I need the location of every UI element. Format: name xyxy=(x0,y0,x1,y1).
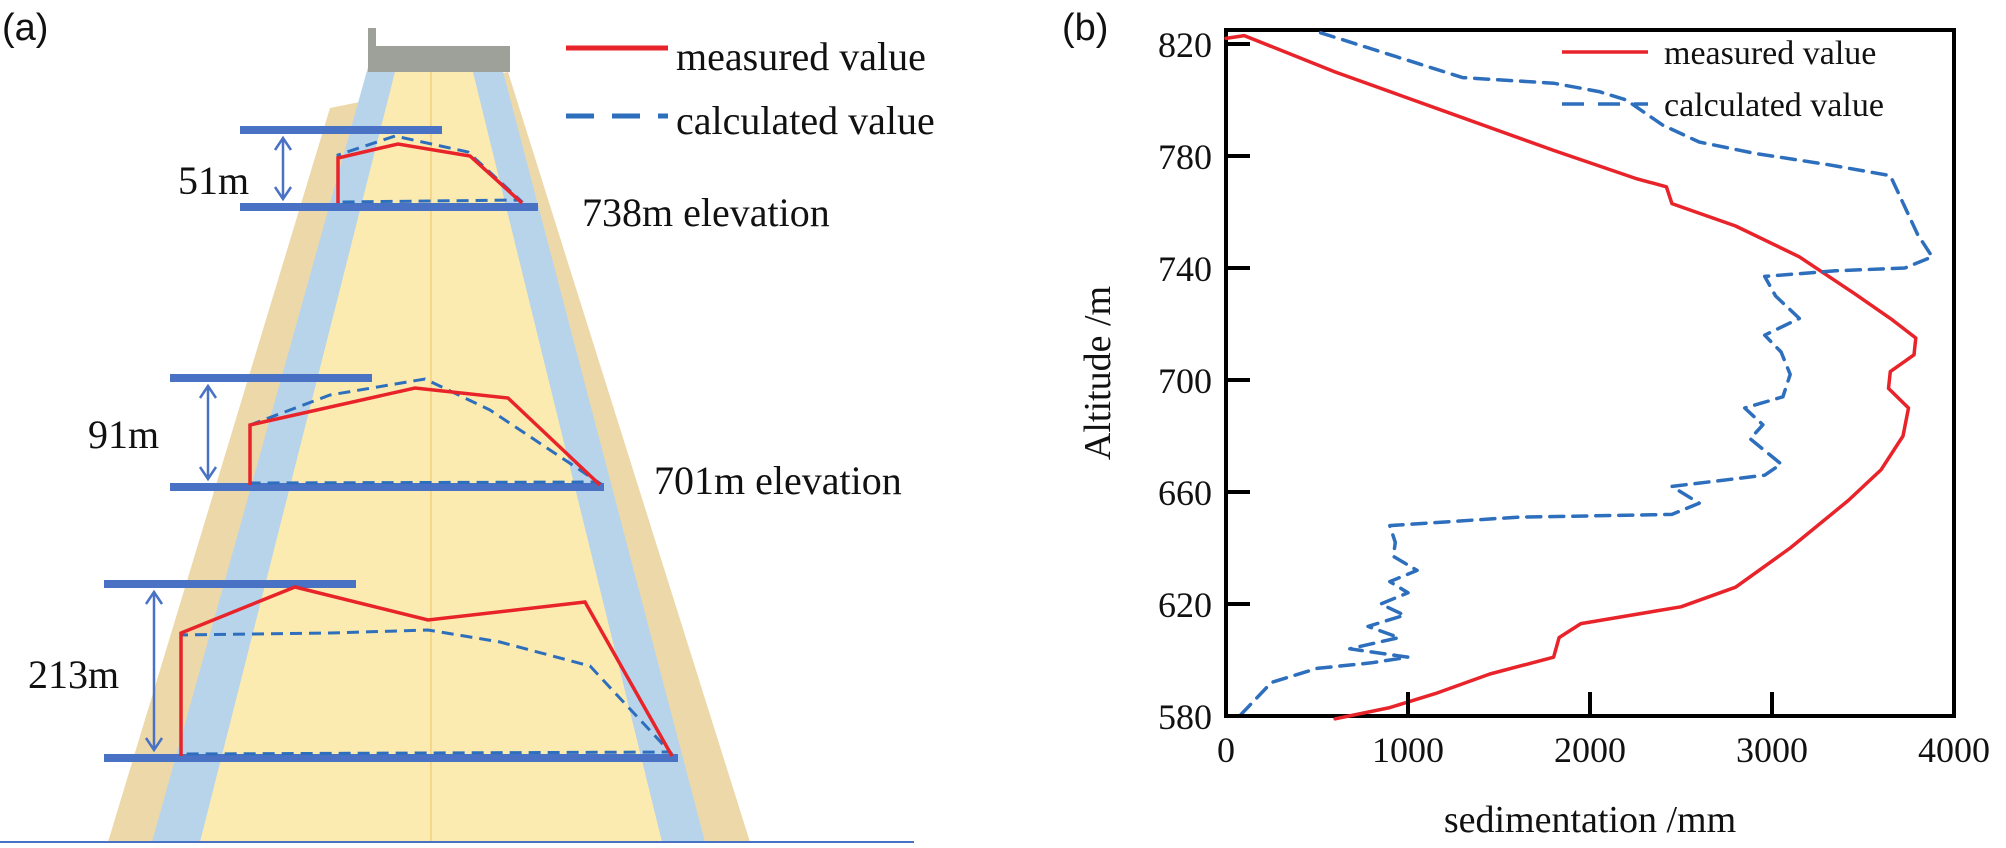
panel-b: (b) 0 1000 2000 3000 4000 580 620 660 700 740 780 8… xyxy=(1062,7,1990,841)
arrowhead xyxy=(198,383,218,399)
arrowhead xyxy=(198,466,218,482)
dam-crest-post xyxy=(368,28,376,48)
chart-series-layer xyxy=(1224,31,1934,721)
section-middle-measured-curve xyxy=(248,386,602,487)
x-tick-label: 1000 xyxy=(1372,730,1444,770)
section-bottom-height-label: 213m xyxy=(28,652,119,697)
plot-area-frame xyxy=(1224,28,1956,718)
y-tick-label: 740 xyxy=(1158,249,1212,289)
x-tick-label: 3000 xyxy=(1736,730,1808,770)
y-tick-label: 580 xyxy=(1158,697,1212,737)
section-bottom-calculated-curve xyxy=(179,628,674,756)
section-bottom-measured-curve xyxy=(179,585,674,757)
legend-a-measured-label: measured value xyxy=(676,34,926,79)
section-top: 51m 738m elevation xyxy=(178,126,830,235)
panel-b-label: (b) xyxy=(1062,7,1108,49)
dam-crest xyxy=(368,46,510,72)
section-bottom: 213m xyxy=(28,580,678,762)
calculated-value-line xyxy=(1235,31,1934,721)
y-tick-label: 820 xyxy=(1158,25,1212,65)
panel-b-legend: measured value calculated value xyxy=(1562,35,1884,124)
legend-b-measured-label: measured value xyxy=(1664,35,1876,72)
legend-b-calculated-label: calculated value xyxy=(1664,87,1884,124)
y-tick-label: 620 xyxy=(1158,585,1212,625)
measured-value-line xyxy=(1224,33,1918,721)
x-tick-label: 2000 xyxy=(1554,730,1626,770)
section-middle-height-label: 91m xyxy=(88,412,159,457)
panel-a: (a) 51m 738m elevation xyxy=(0,7,935,843)
arrowhead xyxy=(273,135,293,151)
y-tick-label: 660 xyxy=(1158,473,1212,513)
chart-axes-layer: 0 1000 2000 3000 4000 580 620 660 700 740 780 820 xyxy=(1158,25,1990,770)
arrowhead xyxy=(144,737,164,753)
x-axis-title: sedimentation /mm xyxy=(1444,799,1736,841)
section-top-height-label: 51m xyxy=(178,158,249,203)
y-tick-label: 700 xyxy=(1158,361,1212,401)
legend-a-calculated-label: calculated value xyxy=(676,98,935,143)
panel-a-legend: measured value calculated value xyxy=(566,34,935,143)
y-axis-title: Altitude /m xyxy=(1077,286,1119,460)
x-tick-label: 0 xyxy=(1217,730,1235,770)
arrowhead xyxy=(144,589,164,605)
section-middle: 91m 701m elevation xyxy=(88,374,902,503)
section-top-elevation-label: 738m elevation xyxy=(582,190,830,235)
arrowhead xyxy=(273,186,293,202)
section-middle-elevation-label: 701m elevation xyxy=(654,458,902,503)
x-tick-label: 4000 xyxy=(1918,730,1990,770)
y-tick-label: 780 xyxy=(1158,137,1212,177)
section-top-measured-curve xyxy=(336,142,524,205)
panel-a-label: (a) xyxy=(2,7,48,49)
